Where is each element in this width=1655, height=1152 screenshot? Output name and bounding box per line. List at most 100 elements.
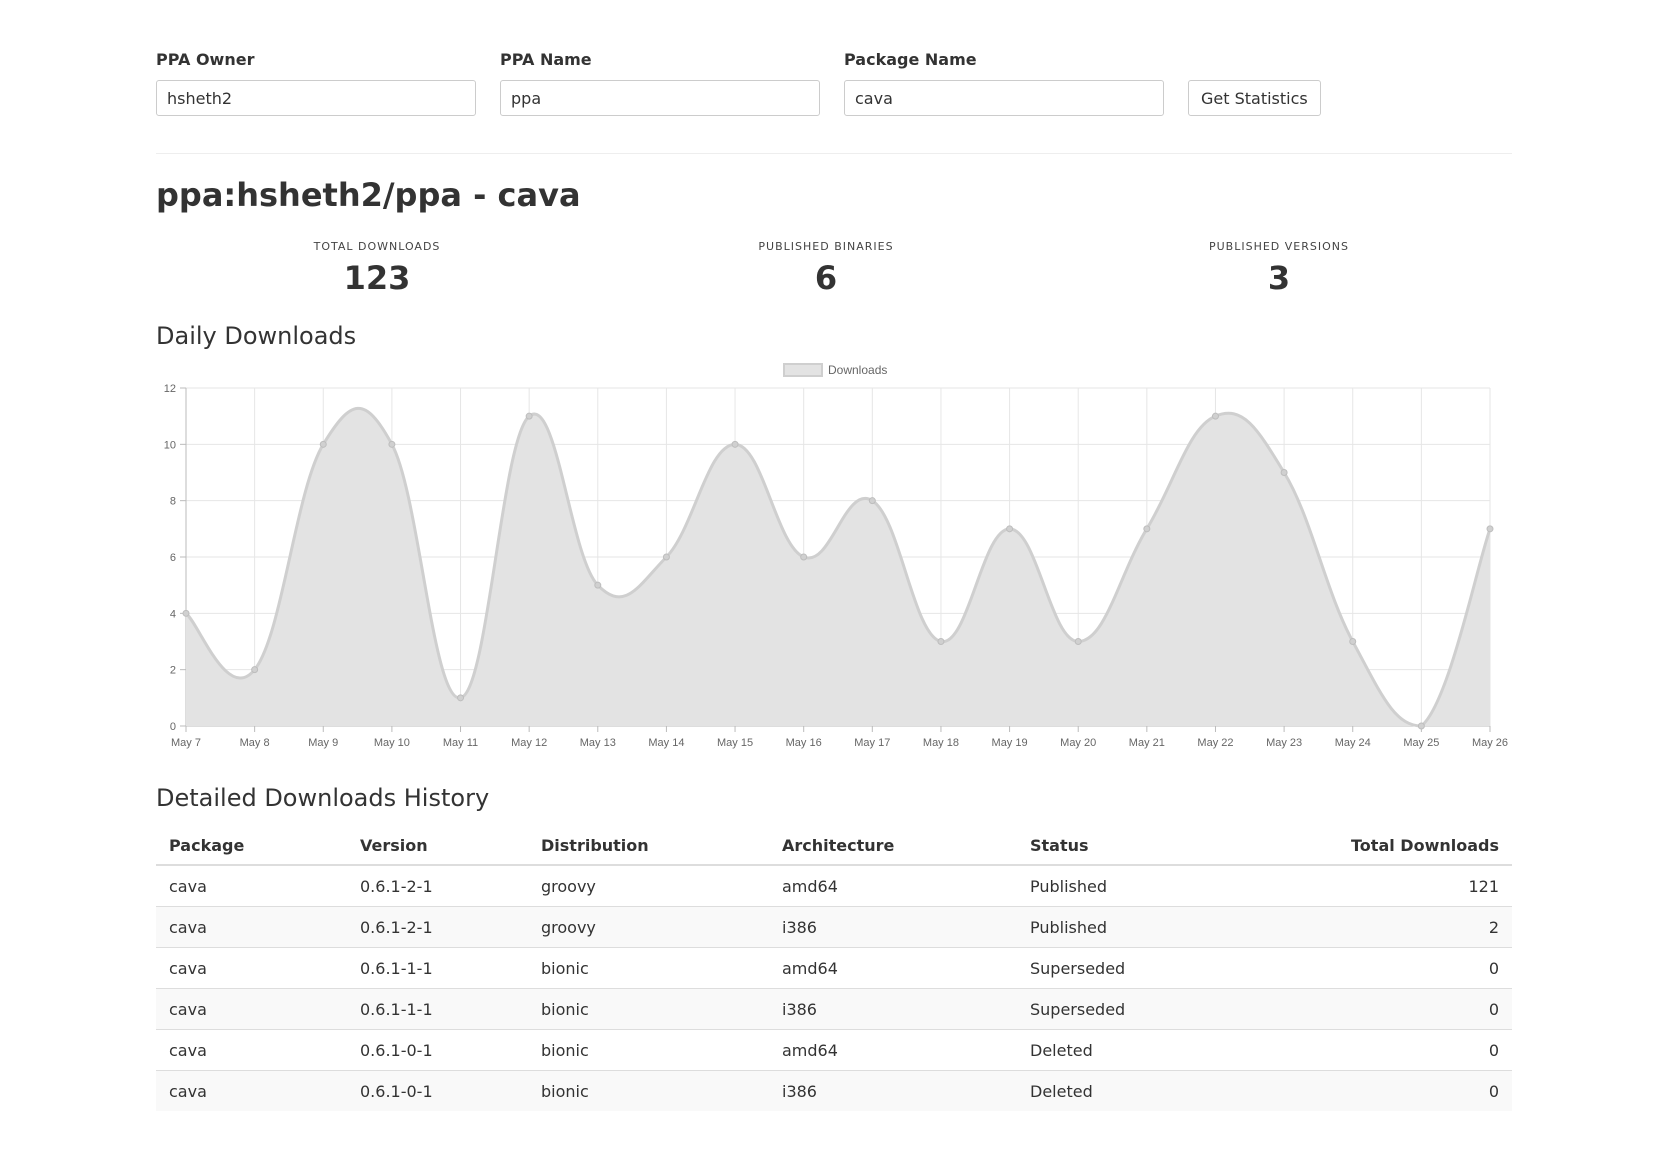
data-point	[251, 666, 259, 674]
cell-architecture: i386	[769, 1070, 1017, 1111]
y-tick-label: 0	[170, 721, 176, 733]
table-row: cava 0.6.1-1-1 bionic amd64 Superseded 0	[156, 947, 1512, 989]
data-point	[1006, 525, 1014, 533]
x-tick-label: May 22	[1197, 737, 1233, 749]
ppa-name-field: PPA Name	[500, 50, 820, 116]
stat-published-binaries-label: PUBLISHED BINARIES	[758, 240, 894, 253]
cell-version: 0.6.1-0-1	[347, 1070, 528, 1111]
package-name-input[interactable]	[844, 80, 1164, 116]
data-point	[525, 412, 533, 420]
cell-architecture: amd64	[769, 1029, 1017, 1071]
x-tick-label: May 19	[992, 737, 1028, 749]
cell-distribution: groovy	[528, 864, 769, 907]
ppa-name-label: PPA Name	[500, 50, 592, 69]
cell-total-downloads: 0	[1243, 947, 1512, 989]
data-point	[1143, 525, 1151, 533]
stat-total-downloads: TOTAL DOWNLOADS 123	[227, 240, 527, 297]
table-row: cava 0.6.1-0-1 bionic i386 Deleted 0	[156, 1070, 1512, 1111]
x-tick-label: May 16	[786, 737, 822, 749]
cell-architecture: amd64	[769, 864, 1017, 907]
page-title: ppa:hsheth2/ppa - cava	[156, 176, 581, 214]
cell-version: 0.6.1-2-1	[347, 864, 528, 907]
stat-total-downloads-label: TOTAL DOWNLOADS	[313, 240, 441, 253]
x-tick-label: May 20	[1060, 737, 1096, 749]
y-tick-label: 2	[170, 665, 176, 677]
cell-package: cava	[156, 988, 347, 1030]
legend-swatch-downloads	[783, 363, 823, 377]
x-tick-label: May 13	[580, 737, 616, 749]
data-point	[731, 440, 739, 448]
daily-downloads-heading: Daily Downloads	[156, 322, 357, 350]
package-name-field: Package Name	[844, 50, 1164, 116]
y-tick-label: 6	[170, 552, 176, 564]
x-tick-label: May 25	[1403, 737, 1439, 749]
table-row: cava 0.6.1-2-1 groovy i386 Published 2	[156, 906, 1512, 948]
cell-architecture: amd64	[769, 947, 1017, 989]
cell-status: Deleted	[1017, 1070, 1243, 1111]
stat-published-binaries-value: 6	[814, 259, 838, 297]
data-point	[662, 553, 670, 561]
cell-total-downloads: 0	[1243, 1070, 1512, 1111]
history-heading: Detailed Downloads History	[156, 784, 490, 812]
cell-total-downloads: 121	[1243, 864, 1512, 907]
data-point	[868, 497, 876, 505]
cell-architecture: i386	[769, 988, 1017, 1030]
col-header-version: Version	[347, 826, 528, 866]
cell-package: cava	[156, 1029, 347, 1071]
table-row: cava 0.6.1-0-1 bionic amd64 Deleted 0	[156, 1029, 1512, 1071]
series-area-downloads	[186, 408, 1490, 726]
search-form: PPA Owner PPA Name Package Name Get Stat…	[156, 50, 1321, 116]
stat-published-binaries: PUBLISHED BINARIES 6	[676, 240, 976, 297]
x-tick-label: May 7	[171, 737, 201, 749]
cell-status: Deleted	[1017, 1029, 1243, 1071]
data-point	[182, 609, 190, 617]
stat-published-versions: PUBLISHED VERSIONS 3	[1129, 240, 1429, 297]
col-header-total-downloads: Total Downloads	[1243, 826, 1512, 866]
cell-package: cava	[156, 906, 347, 948]
x-tick-label: May 9	[308, 737, 338, 749]
data-point	[594, 581, 602, 589]
cell-architecture: i386	[769, 906, 1017, 948]
y-tick-label: 12	[164, 383, 176, 395]
y-tick-label: 10	[164, 439, 176, 451]
chart-svg: 0 2 4 6 8 10 12 May 7 May 8 May 9 May 10 May 11 May …	[164, 363, 1508, 749]
y-tick-label: 8	[170, 496, 176, 508]
ppa-name-input[interactable]	[500, 80, 820, 116]
stat-published-versions-label: PUBLISHED VERSIONS	[1209, 240, 1349, 253]
data-point	[800, 553, 808, 561]
cell-total-downloads: 2	[1243, 906, 1512, 948]
cell-package: cava	[156, 947, 347, 989]
x-tick-label: May 21	[1129, 737, 1165, 749]
ppa-owner-label: PPA Owner	[156, 50, 255, 69]
cell-total-downloads: 0	[1243, 988, 1512, 1030]
get-statistics-button[interactable]: Get Statistics	[1188, 80, 1321, 116]
data-point	[319, 440, 327, 448]
x-tick-label: May 14	[648, 737, 684, 749]
ppa-owner-input[interactable]	[156, 80, 476, 116]
col-header-distribution: Distribution	[528, 826, 769, 866]
cell-distribution: groovy	[528, 906, 769, 948]
col-header-architecture: Architecture	[769, 826, 1017, 866]
ppa-owner-field: PPA Owner	[156, 50, 476, 116]
cell-version: 0.6.1-1-1	[347, 947, 528, 989]
cell-version: 0.6.1-0-1	[347, 1029, 528, 1071]
table-row: cava 0.6.1-1-1 bionic i386 Superseded 0	[156, 988, 1512, 1030]
cell-status: Published	[1017, 864, 1243, 907]
cell-distribution: bionic	[528, 1070, 769, 1111]
data-point	[1349, 638, 1357, 645]
data-point	[937, 638, 945, 645]
x-tick-label: May 23	[1266, 737, 1302, 749]
data-point	[1486, 525, 1494, 533]
cell-distribution: bionic	[528, 1029, 769, 1071]
x-tick-label: May 12	[511, 737, 547, 749]
package-name-label: Package Name	[844, 50, 977, 69]
stat-published-versions-value: 3	[1267, 259, 1291, 297]
col-header-status: Status	[1017, 826, 1243, 866]
col-header-package: Package	[156, 826, 347, 866]
data-point	[388, 440, 396, 448]
table-row: cava 0.6.1-2-1 groovy amd64 Published 12…	[156, 864, 1512, 907]
cell-version: 0.6.1-1-1	[347, 988, 528, 1030]
x-tick-label: May 24	[1335, 737, 1371, 749]
data-point	[457, 694, 465, 702]
